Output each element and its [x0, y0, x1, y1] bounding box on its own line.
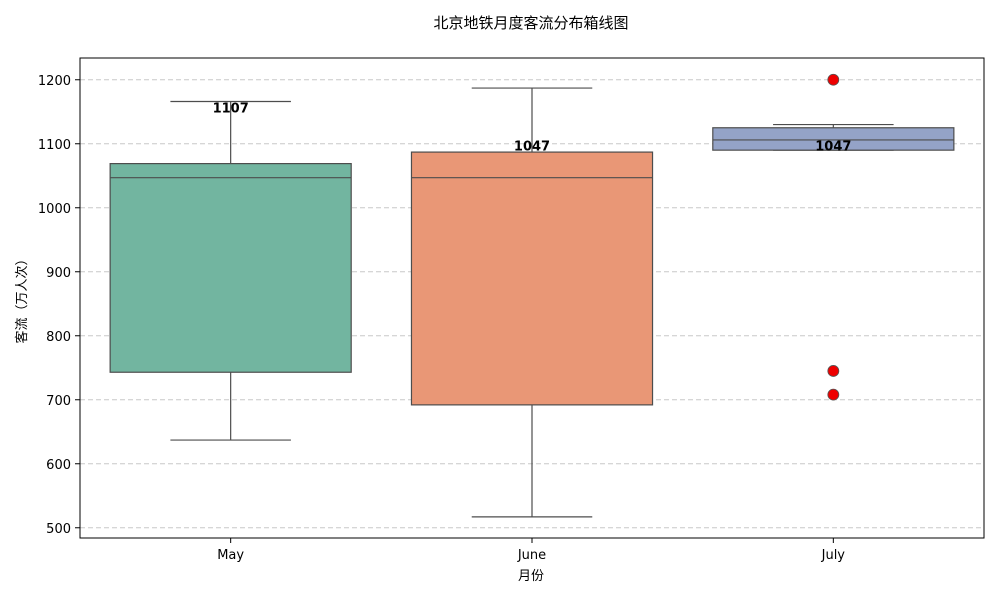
y-tick-label: 1200: [38, 74, 71, 89]
iqr-box: [109, 163, 352, 373]
outlier-point: [827, 73, 840, 86]
box-june: [410, 87, 654, 518]
x-tick-label: June: [517, 548, 546, 563]
x-tick-label: July: [821, 548, 846, 563]
y-tick-label: 800: [46, 330, 71, 345]
y-axis-ticks: 500 600 700 800 900 1000 1100 1200: [38, 74, 80, 537]
median-labels: 1107 1047 1047: [213, 101, 852, 154]
x-tick-label: May: [217, 548, 244, 563]
box-may: [109, 100, 352, 441]
box-july: [712, 73, 955, 401]
median-label: 1047: [815, 140, 851, 155]
y-tick-label: 700: [46, 394, 71, 409]
iqr-box: [712, 127, 955, 151]
boxes: [109, 73, 955, 518]
y-tick-label: 1100: [38, 138, 71, 153]
y-tick-label: 600: [46, 458, 71, 473]
y-tick-label: 500: [46, 522, 71, 537]
y-axis-label: 客流（万人次）: [14, 252, 30, 343]
outlier-point: [827, 365, 840, 377]
median-label: 1047: [514, 140, 550, 155]
y-tick-label: 900: [46, 266, 71, 281]
x-axis-ticks: May June July: [217, 538, 845, 563]
iqr-box: [410, 151, 654, 406]
outlier-point: [827, 388, 840, 401]
chart-title: 北京地铁月度客流分布箱线图: [433, 14, 628, 32]
median-label: 1107: [213, 101, 249, 116]
plot-frame: [79, 57, 985, 539]
y-tick-label: 1000: [38, 202, 71, 217]
x-axis-label: 月份: [518, 569, 544, 584]
